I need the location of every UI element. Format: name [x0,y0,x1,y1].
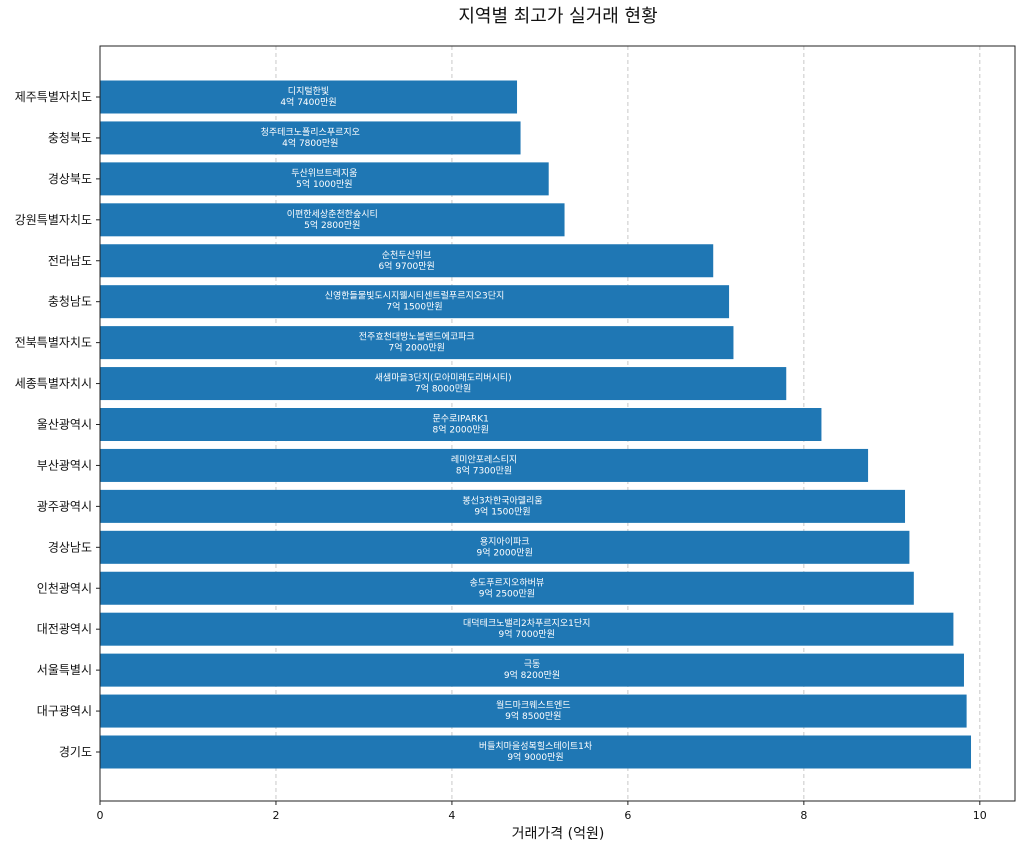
y-category-label: 전북특별자치도 [15,336,92,350]
bar-price-label: 4억 7800만원 [282,137,338,149]
y-category-label: 광주광역시 [37,499,92,513]
y-category-label: 대구광역시 [37,704,92,718]
bar [100,244,714,278]
bar-price-label: 9억 8500만원 [505,710,561,722]
bar-complex-name: 새샘마을3단지(모아미래도리버시티) [375,373,512,384]
bar-complex-name: 디지털한빛 [288,85,329,97]
y-category-label: 대전광역시 [37,622,92,636]
y-category-label: 충청북도 [48,131,92,145]
bar-complex-name: 월드마크웨스트엔드 [496,699,571,711]
y-category-label: 전라남도 [48,254,92,268]
bar [100,367,787,401]
y-category-label: 인천광역시 [37,580,92,595]
bar-complex-name: 극동 [524,659,541,670]
y-category-label: 경상남도 [48,540,92,554]
bar [100,653,964,687]
y-category-label: 경상북도 [48,172,92,186]
bar-complex-name: 문수로IPARK1 [433,414,489,425]
y-category-label: 울산광역시 [37,418,92,432]
bar [100,612,954,646]
bar-price-label: 7억 8000만원 [415,383,471,395]
y-category-label: 제주특별자치도 [15,90,92,104]
bar-price-label: 5억 1000만원 [296,178,352,190]
bar [100,489,906,523]
x-tick-label: 6 [624,809,631,822]
plot-frame [99,45,1016,802]
x-tick-label: 4 [448,809,455,822]
bar-complex-name: 레미안포레스티지 [451,454,517,465]
bar-price-label: 9억 2000만원 [477,546,533,558]
bar-price-label: 5억 2800만원 [304,219,360,231]
bar [100,571,914,605]
y-category-label: 경기도 [59,745,92,759]
bar-price-label: 8억 7300만원 [456,464,512,476]
bar [100,694,967,728]
bar-price-label: 4억 7400만원 [280,96,336,108]
y-category-label: 세종특별자치시 [15,377,92,391]
y-category-label: 충청남도 [48,295,92,309]
y-category-label: 서울특별시 [37,663,92,677]
chart-title: 지역별 최고가 실거래 현황 [458,6,657,27]
bar-complex-name: 용지아이파크 [480,536,530,547]
bar-complex-name: 이편한세상춘천한숲시티 [287,208,378,220]
x-tick-label: 8 [800,809,807,822]
x-tick-label: 2 [272,809,279,822]
bar-price-label: 9억 9000만원 [507,751,563,763]
bar-complex-name: 버들치마을성복힐스테이트1차 [479,740,593,752]
bar-complex-name: 두산위브트레지움 [291,168,357,179]
bar-complex-name: 순천두산위브 [382,250,432,261]
bar-complex-name: 신영한들물빛도시지웰시티센트럴푸르지오3단지 [325,291,505,302]
bar-price-label: 7억 2000만원 [389,342,445,354]
bar [100,80,518,114]
y-category-label: 강원특별자치도 [15,213,92,227]
x-tick-label: 10 [973,809,987,822]
bar [100,735,972,769]
bar [100,448,869,482]
bar [100,121,521,155]
bar-complex-name: 청주테크노폴리스푸르지오 [261,127,360,138]
x-tick-label: 0 [97,809,104,822]
y-axis-categories: 제주특별자치도충청북도경상북도강원특별자치도전라남도충청남도전북특별자치도세종특… [15,90,100,759]
bar-price-label: 6억 9700만원 [378,260,434,272]
bar [100,203,565,237]
bar-complex-name: 송도푸르지오하버뷰 [470,577,545,588]
bar [100,162,549,196]
bar [100,408,822,441]
y-category-label: 부산광역시 [37,458,92,472]
bar-price-label: 8억 2000만원 [433,424,489,436]
bar [100,530,910,564]
bar-price-label: 9억 2500만원 [479,587,535,599]
bar-complex-name: 봉선3차한국아델리움 [462,494,542,506]
bar-price-label: 7억 1500만원 [386,301,442,313]
bar-complex-name: 대덕테크노밸리2차푸르지오1단지 [463,617,590,629]
bar-price-label: 9억 7000만원 [499,628,555,640]
x-axis-label: 거래가격 (억원) [512,826,605,842]
x-axis-ticks: 0 2 4 6 8 10 [97,801,987,822]
bar-price-label: 9억 8200만원 [504,669,560,681]
bar-price-label: 9억 1500만원 [474,505,530,517]
bar [100,326,734,360]
bar-complex-name: 전주효천대방노블랜드에코파크 [359,332,475,343]
bar [100,285,730,319]
